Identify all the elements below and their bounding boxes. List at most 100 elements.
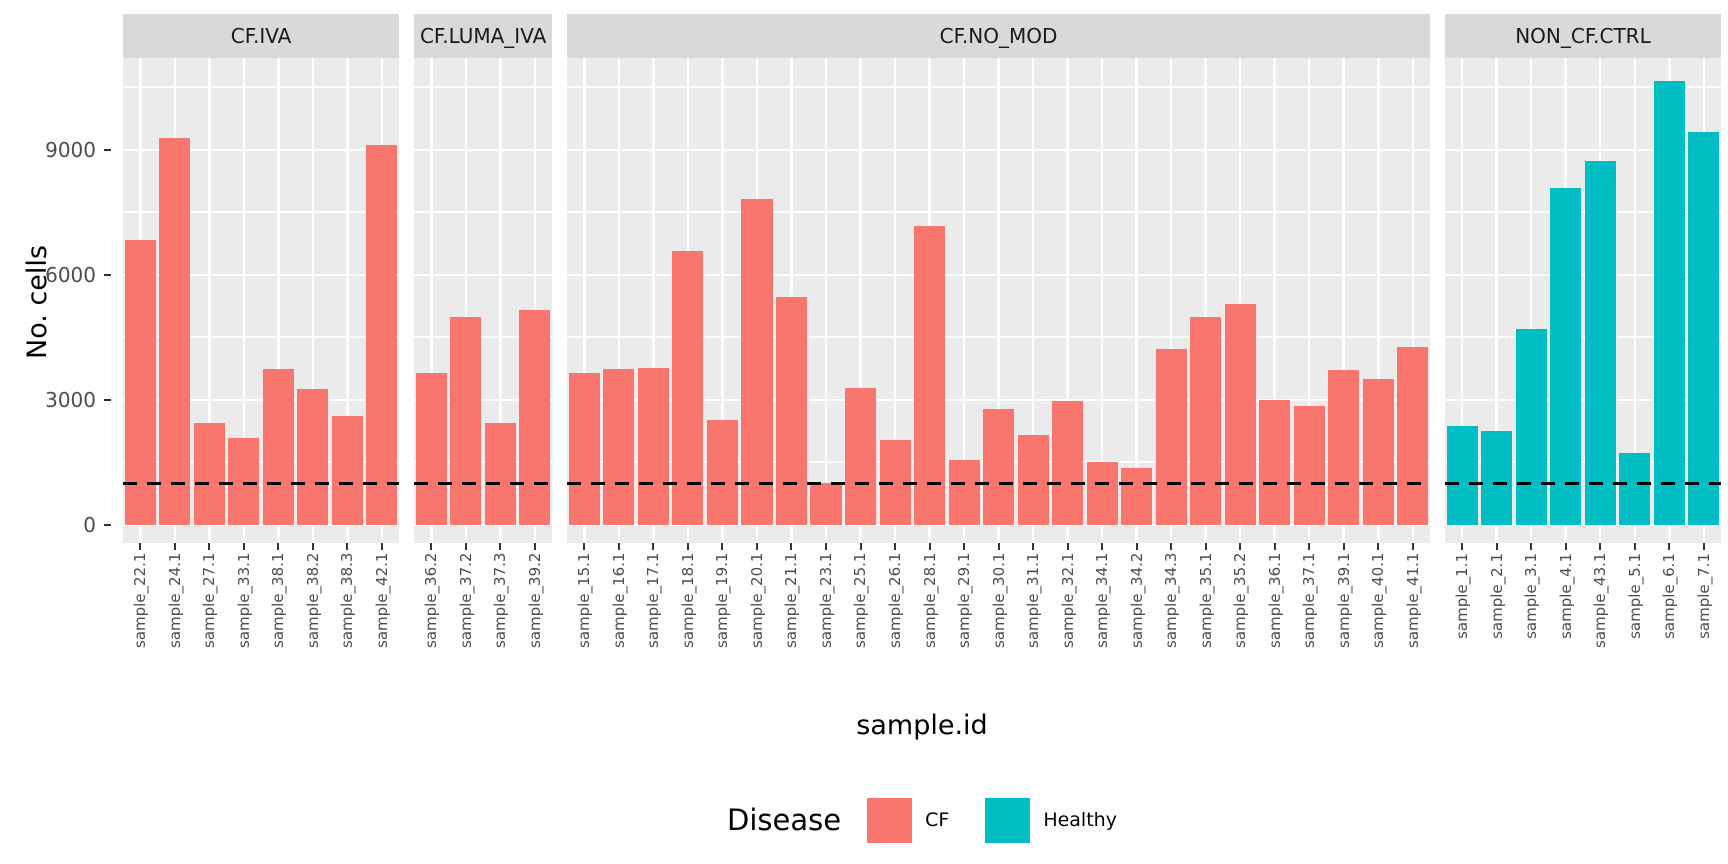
x-tick-mark bbox=[1495, 543, 1498, 550]
bar-slot bbox=[1085, 58, 1120, 543]
bar-slots bbox=[414, 58, 552, 543]
x-tick-slot bbox=[192, 543, 227, 551]
bar-slot bbox=[1119, 58, 1154, 543]
x-tick-label: sample_17.1 bbox=[644, 552, 663, 648]
x-tick-mark bbox=[1204, 543, 1207, 550]
gridline-minor bbox=[414, 86, 553, 88]
bar-sample_30.1 bbox=[983, 409, 1015, 525]
x-tick-slot bbox=[1050, 543, 1085, 551]
x-tick-mark bbox=[208, 543, 211, 550]
x-tick-labels: sample_36.2 sample_37.2 sample_37.3 sample_… bbox=[414, 551, 552, 655]
gridline-vertical bbox=[208, 58, 211, 543]
bar-sample_41.1 bbox=[1397, 347, 1429, 525]
bar-slot bbox=[1687, 58, 1722, 543]
x-tick-slot bbox=[1154, 543, 1189, 551]
x-tick-label: sample_34.2 bbox=[1127, 552, 1146, 648]
x-tick-labels: sample_22.1 sample_24.1 sample_27.1 sample_… bbox=[123, 551, 399, 655]
bar-sample_3.1 bbox=[1515, 329, 1547, 525]
gridline-major bbox=[414, 273, 553, 277]
x-tick-slot bbox=[947, 543, 982, 551]
bar-slot bbox=[261, 58, 296, 543]
x-tick-label: sample_35.2 bbox=[1231, 552, 1250, 648]
gridline-vertical bbox=[652, 58, 655, 543]
bar-sample_42.1 bbox=[366, 145, 398, 525]
facet-cf-luma-iva: CF.LUMA_IVA sample_36.2 sample_37.2 sample_… bbox=[414, 14, 553, 655]
gridline-vertical bbox=[499, 58, 502, 543]
bar-sample_24.1 bbox=[159, 138, 191, 525]
legend-label-cf: CF bbox=[925, 809, 950, 831]
x-tick-mark bbox=[1273, 543, 1276, 550]
bar-sample_35.1 bbox=[1190, 317, 1222, 525]
x-tick-label: sample_40.1 bbox=[1369, 552, 1388, 648]
x-tick-mark bbox=[1530, 543, 1533, 550]
x-tick-slot bbox=[1652, 543, 1687, 551]
x-tick-slot bbox=[1119, 543, 1154, 551]
x-tick-slot bbox=[261, 543, 296, 551]
bar-slot bbox=[1188, 58, 1223, 543]
x-tick-slot bbox=[809, 543, 844, 551]
x-tick-slot bbox=[1548, 543, 1583, 551]
bar-slot bbox=[947, 58, 982, 543]
x-tick-label: sample_32.1 bbox=[1058, 552, 1077, 648]
bar-slot bbox=[912, 58, 947, 543]
bar-sample_17.1 bbox=[637, 367, 669, 525]
threshold-line bbox=[123, 481, 400, 485]
x-tick-mark bbox=[583, 543, 586, 550]
x-tick-mark bbox=[533, 543, 536, 550]
x-tick-slot bbox=[671, 543, 706, 551]
legend-swatch-healthy bbox=[985, 797, 1031, 843]
gridline-minor bbox=[1444, 336, 1722, 338]
bar-sample_1.1 bbox=[1446, 425, 1478, 525]
gridline-vertical bbox=[721, 58, 724, 543]
facet-cf-no-mod: CF.NO_MOD sample_15.1 sample_16.1 sample_17… bbox=[567, 14, 1430, 655]
bar-slot bbox=[158, 58, 193, 543]
x-tick-slot bbox=[740, 543, 775, 551]
bar-sample_29.1 bbox=[948, 460, 980, 525]
x-tick-slot bbox=[1514, 543, 1549, 551]
facet-panel bbox=[567, 58, 1430, 543]
legend-swatch-cf bbox=[867, 797, 913, 843]
x-tick-label: sample_23.1 bbox=[816, 552, 835, 648]
x-tick-slot bbox=[449, 543, 484, 551]
x-tick-slot bbox=[1583, 543, 1618, 551]
x-tick-label: sample_21.1 bbox=[782, 552, 801, 648]
x-tick-slot bbox=[636, 543, 671, 551]
bar-slot bbox=[567, 58, 602, 543]
bar-slot bbox=[1016, 58, 1051, 543]
gridline-vertical bbox=[1204, 58, 1207, 543]
gridline-minor bbox=[1444, 211, 1722, 213]
gridline-vertical bbox=[1633, 58, 1636, 543]
x-tick-slot bbox=[1618, 543, 1653, 551]
gridline-vertical bbox=[1169, 58, 1173, 543]
x-tick-label: sample_24.1 bbox=[165, 552, 184, 648]
x-tick-label: sample_5.1 bbox=[1625, 553, 1644, 639]
x-tick-label: sample_42.1 bbox=[372, 552, 391, 648]
x-tick-label: sample_3.1 bbox=[1522, 553, 1541, 639]
facet-cf-iva: CF.IVA sample_22.1 sample_24.1 sample_27.1 s… bbox=[123, 14, 400, 655]
gridline-vertical bbox=[583, 58, 586, 543]
x-tick-mark bbox=[242, 543, 245, 550]
gridline-minor bbox=[1444, 86, 1722, 88]
bar-sample_27.1 bbox=[193, 422, 225, 525]
x-tick-label: sample_19.1 bbox=[713, 552, 732, 648]
gridline-vertical bbox=[1529, 58, 1533, 543]
gridline-major bbox=[414, 523, 553, 527]
bar-sample_28.1 bbox=[914, 225, 946, 525]
bar-slot bbox=[414, 58, 449, 543]
bar-sample_36.2 bbox=[415, 372, 447, 525]
gridline-minor bbox=[414, 211, 553, 213]
x-tick-label: sample_37.2 bbox=[456, 552, 475, 648]
bar-slot bbox=[296, 58, 331, 543]
bar-slot bbox=[1652, 58, 1687, 543]
x-tick-label: sample_29.1 bbox=[955, 552, 974, 648]
gridline-vertical bbox=[1495, 58, 1498, 543]
bar-slot bbox=[123, 58, 158, 543]
gridline-vertical bbox=[430, 58, 433, 543]
x-tick-label: sample_6.1 bbox=[1660, 553, 1679, 639]
x-tick-label: sample_38.2 bbox=[303, 552, 322, 648]
bar-sample_38.3 bbox=[331, 415, 363, 525]
bar-sample_37.1 bbox=[1293, 405, 1325, 525]
gridline-major bbox=[1444, 148, 1722, 152]
x-ticks bbox=[1445, 543, 1721, 551]
gridline-vertical bbox=[1377, 58, 1380, 543]
